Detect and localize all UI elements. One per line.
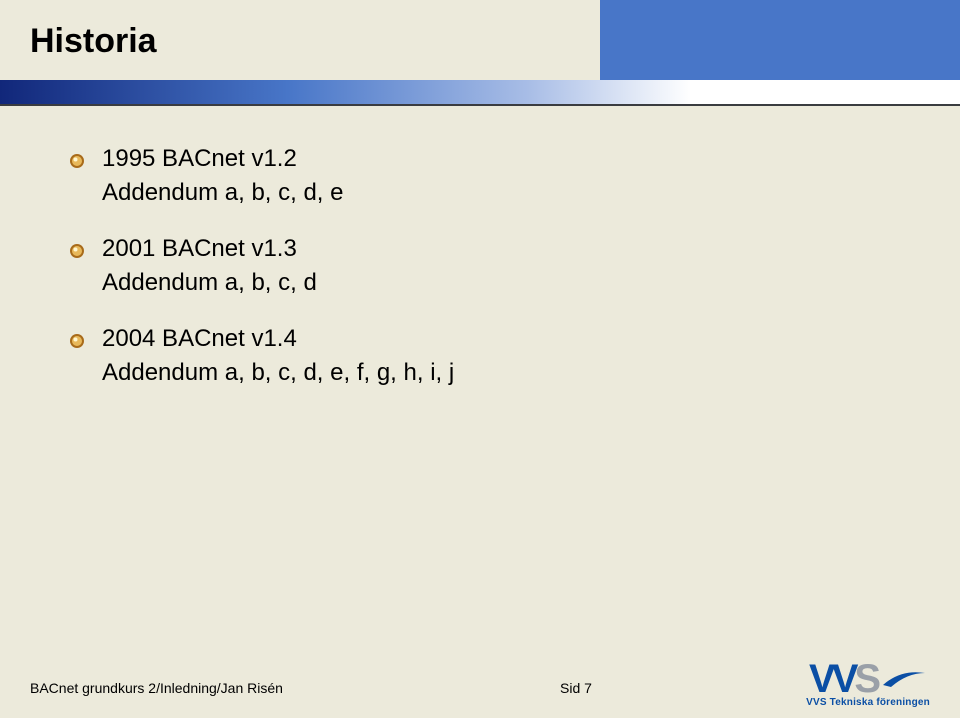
item-heading: 2004 BACnet v1.4 (102, 325, 297, 353)
list-item: 2001 BACnet v1.3 (70, 235, 890, 263)
logo-tagline: VVS Tekniska föreningen (806, 697, 930, 708)
bullet-icon (70, 334, 84, 348)
list-item: 1995 BACnet v1.2 (70, 145, 890, 173)
content-list: 1995 BACnet v1.2 Addendum a, b, c, d, e … (70, 145, 890, 415)
list-item: 2004 BACnet v1.4 (70, 325, 890, 353)
header-divider (0, 104, 960, 106)
footer-left: BACnet grundkurs 2/Inledning/Jan Risén (30, 680, 283, 696)
footer-page: Sid 7 (560, 680, 592, 696)
item-sub: Addendum a, b, c, d, e (102, 179, 890, 207)
bullet-icon (70, 154, 84, 168)
header-accent-bar (600, 0, 960, 80)
logo-text: VVS (809, 659, 877, 699)
swoosh-icon (881, 667, 927, 691)
logo: VVS VVS Tekniska föreningen (806, 659, 930, 708)
bullet-icon (70, 244, 84, 258)
item-sub: Addendum a, b, c, d (102, 269, 890, 297)
page-title: Historia (30, 22, 157, 61)
item-sub: Addendum a, b, c, d, e, f, g, h, i, j (102, 359, 890, 387)
item-heading: 1995 BACnet v1.2 (102, 145, 297, 173)
header-gradient-stripe (0, 80, 960, 104)
logo-row: VVS (809, 659, 927, 699)
item-heading: 2001 BACnet v1.3 (102, 235, 297, 263)
